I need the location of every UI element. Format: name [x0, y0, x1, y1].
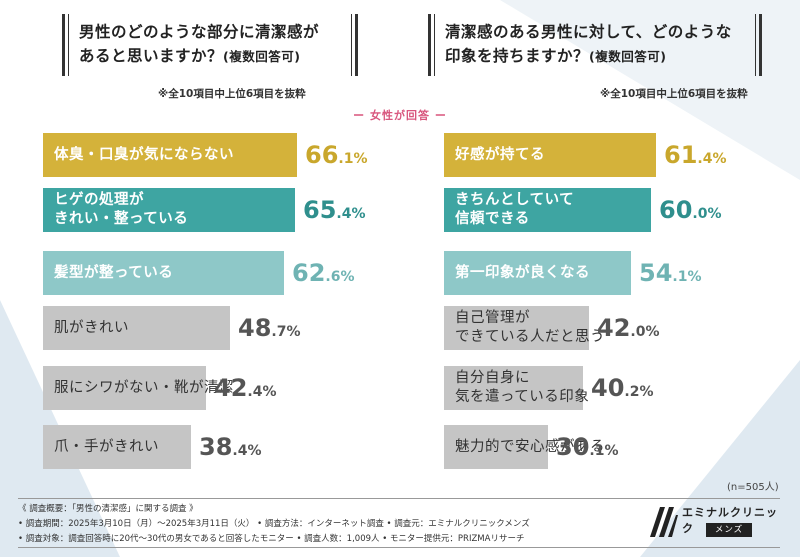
right-bar-value-6: 30.1%: [556, 433, 619, 461]
left-bar-value-2: 65.4%: [303, 196, 366, 224]
right-title-line1: 清潔感のある男性に対して、どのような: [445, 23, 732, 41]
left-bar-label-6: 爪・手がきれい: [54, 438, 159, 455]
logo-sub: メンズ: [706, 523, 752, 537]
left-bar-4: [43, 306, 230, 350]
logo-mark-icon: [650, 507, 678, 537]
right-bar-value-5: 40.2%: [591, 374, 654, 402]
left-bar-label-3: 髪型が整っている: [54, 264, 174, 281]
left-bar-5: [43, 366, 206, 410]
right-bar-5: [444, 366, 583, 410]
survey-footer: 《 調査概要：「男性の清潔感」に関する調査 》 • 調査期間：2025年3月10…: [18, 498, 780, 548]
left-title-sub: (複数回答可): [223, 49, 301, 64]
right-bar-label-6: 魅力的で安心感がある: [455, 438, 605, 455]
right-chart-title: 清潔感のある男性に対して、どのような 印象を持ちますか？(複数回答可): [428, 14, 762, 76]
respondent-label: ー 女性が回答 ー: [353, 109, 447, 122]
footer-line-1: 《 調査概要：「男性の清潔感」に関する調査 》: [18, 504, 198, 514]
right-title-line2: 印象を持ちますか？: [445, 47, 590, 65]
right-bar-label-5: 自分自身に 気を遣っている印象: [455, 370, 590, 405]
right-note: ※全10項目中上位6項目を抜粋: [600, 88, 748, 100]
right-bar-label-3: 第一印象が良くなる: [455, 264, 590, 281]
left-bar-6: [43, 425, 191, 469]
right-bar-1: [444, 133, 656, 177]
sample-size: (n=505人): [727, 482, 779, 493]
footer-line-3: • 調査対象：調査回答時に20代〜30代の男女であると回答したモニター • 調査…: [18, 534, 525, 544]
left-title-line2: あると思いますか？: [79, 47, 224, 65]
right-bar-2: [444, 188, 651, 232]
right-bar-3: [444, 251, 631, 295]
left-bar-value-1: 66.1%: [305, 141, 368, 169]
right-bar-label-2: きちんとしていて 信頼できる: [455, 192, 575, 227]
left-bar-label-5: 服にシワがない・靴が清潔: [54, 379, 234, 396]
right-bar-value-4: 42.0%: [597, 314, 660, 342]
left-bar-value-5: 42.4%: [214, 374, 277, 402]
right-bar-label-4: 自己管理が できている人だと思う: [455, 310, 605, 345]
left-bar-value-4: 48.7%: [238, 314, 301, 342]
logo-name: エミナルクリニック: [682, 506, 778, 535]
right-bar-4: [444, 306, 589, 350]
left-chart-title: 男性のどのような部分に清潔感が あると思いますか？(複数回答可): [62, 14, 358, 76]
left-note: ※全10項目中上位6項目を抜粋: [158, 88, 306, 100]
right-title-sub: (複数回答可): [589, 49, 667, 64]
left-bar-label-2: ヒゲの処理が きれい・整っている: [54, 192, 189, 227]
left-bar-value-6: 38.4%: [199, 433, 262, 461]
left-bar-2: [43, 188, 295, 232]
right-bar-6: [444, 425, 548, 469]
left-title-line1: 男性のどのような部分に清潔感が: [79, 23, 320, 41]
left-bar-3: [43, 251, 284, 295]
right-bar-value-3: 54.1%: [639, 259, 702, 287]
right-bar-value-1: 61.4%: [664, 141, 727, 169]
left-bar-1: [43, 133, 297, 177]
right-bar-value-2: 60.0%: [659, 196, 722, 224]
footer-line-2: • 調査期間：2025年3月10日（月）～2025年3月11日（火） • 調査方…: [18, 519, 530, 529]
clinic-logo: エミナルクリニック メンズ: [648, 501, 783, 543]
left-bar-label-4: 肌がきれい: [54, 319, 129, 336]
right-bar-label-1: 好感が持てる: [455, 146, 545, 163]
left-bar-value-3: 62.6%: [292, 259, 355, 287]
left-bar-label-1: 体臭・口臭が気にならない: [54, 146, 234, 163]
